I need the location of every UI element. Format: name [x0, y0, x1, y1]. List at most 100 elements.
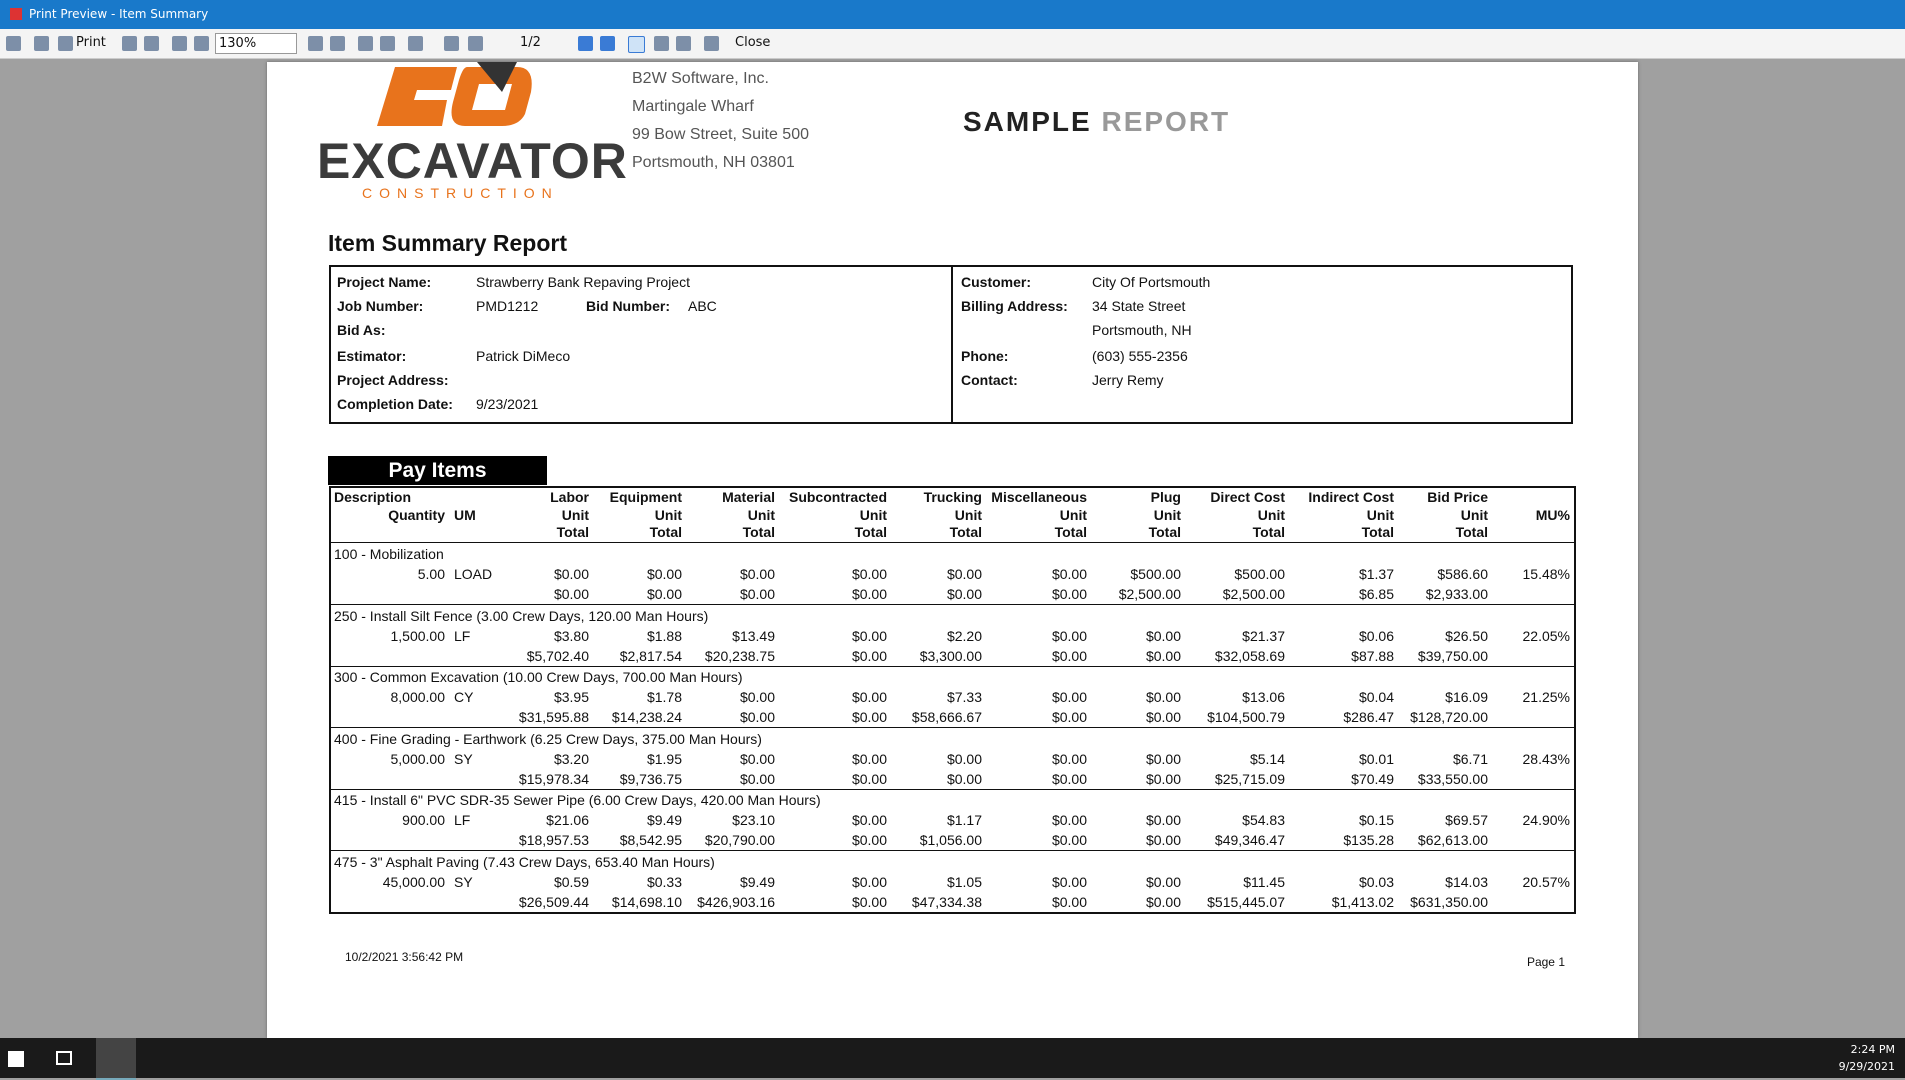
total-value: $104,500.79: [1207, 709, 1285, 725]
total-value: $18,957.53: [518, 832, 589, 848]
unit-value: $0.00: [1051, 750, 1087, 767]
col-subheader: Total: [854, 524, 887, 540]
total-value: $0.00: [851, 709, 887, 725]
unit-value: $0.00: [946, 750, 982, 767]
tool-icon[interactable]: [144, 36, 159, 51]
zoom-out[interactable]: [172, 36, 187, 51]
help-icon[interactable]: [704, 36, 719, 51]
total-value: $0.00: [946, 770, 982, 787]
info-label: Job Number:: [337, 298, 424, 314]
unit-value: $21.37: [1242, 627, 1285, 644]
total-value: $2,817.54: [619, 647, 682, 664]
unit-value: $11.45: [1243, 873, 1285, 890]
col-subheader: Unit: [747, 507, 775, 523]
unit-value: $6.71: [1452, 750, 1488, 767]
zoom-in[interactable]: [194, 36, 209, 51]
col-subheader: Unit: [1153, 507, 1181, 523]
zoom-select[interactable]: 130%: [215, 33, 297, 54]
col-subheader: Unit: [1257, 507, 1285, 523]
col-subheader: Unit: [1366, 507, 1394, 523]
table-box: [329, 486, 1576, 914]
tool-icon[interactable]: [676, 36, 691, 51]
item-um: CY: [454, 689, 474, 705]
unit-value: $0.03: [1358, 873, 1394, 890]
unit-value: $2.20: [946, 627, 982, 644]
total-value: $0.00: [1051, 770, 1087, 787]
unit-value: $1.95: [646, 750, 682, 767]
start-button[interactable]: [8, 1051, 24, 1067]
total-value: $0.00: [553, 586, 589, 602]
tool-icon[interactable]: [122, 36, 137, 51]
info-value: Patrick DiMeco: [476, 348, 571, 364]
total-value: $2,933.00: [1425, 586, 1488, 602]
print-button[interactable]: Print: [76, 35, 106, 50]
footer-timestamp: 10/2/2021 3:56:42 PM: [345, 950, 464, 964]
unit-value: $0.00: [739, 750, 775, 767]
unit-value: $0.00: [1051, 689, 1087, 705]
tool-icon[interactable]: [468, 36, 483, 51]
total-value: $0.00: [1145, 709, 1181, 725]
unit-value: $7.33: [946, 689, 982, 705]
total-value: $87.88: [1351, 647, 1394, 664]
print-icon[interactable]: [58, 36, 73, 51]
total-value: $0.00: [1051, 832, 1087, 848]
col-header: Direct Cost: [1210, 489, 1285, 505]
tool-icon[interactable]: [380, 36, 395, 51]
info-value: PMD1212: [476, 298, 539, 314]
tool-icon[interactable]: [358, 36, 373, 51]
total-value: $0.00: [1051, 709, 1087, 725]
col-subheader: Total: [649, 524, 682, 540]
company-line: Portsmouth, NH 03801: [632, 154, 795, 171]
unit-value: $1.88: [646, 627, 682, 644]
tool-icon[interactable]: [408, 36, 423, 51]
tool-icon[interactable]: [308, 36, 323, 51]
tool-icon[interactable]: [330, 36, 345, 51]
tool-icon[interactable]: [34, 36, 49, 51]
unit-value: $26.50: [1445, 627, 1488, 644]
info-label: Customer:: [961, 274, 1032, 290]
col-subheader: Total: [1054, 524, 1087, 540]
unit-value: $0.15: [1358, 812, 1394, 828]
total-value: $0.00: [1145, 893, 1181, 910]
info-value: Strawberry Bank Repaving Project: [476, 274, 690, 290]
col-header: Bid Price: [1427, 489, 1488, 505]
unit-value: $16.09: [1445, 689, 1488, 705]
row-rule: [331, 665, 1574, 667]
info-label: Project Name:: [337, 274, 432, 290]
unit-value: $13.06: [1242, 689, 1285, 705]
item-mu: 22.05%: [1522, 627, 1570, 644]
unit-value: $0.00: [1145, 689, 1181, 705]
unit-value: $23.10: [732, 812, 775, 828]
page-indicator: 1/2: [520, 35, 541, 50]
row-rule: [331, 727, 1574, 728]
col-subheader: Total: [1361, 524, 1394, 540]
hand-tool[interactable]: [628, 36, 645, 53]
nav-icon[interactable]: [600, 36, 615, 51]
total-value: $631,350.00: [1410, 893, 1488, 910]
app-button[interactable]: [96, 1038, 136, 1080]
info-label: Contact:: [961, 372, 1018, 388]
unit-value: $0.00: [1051, 566, 1087, 582]
tool-icon[interactable]: [6, 36, 21, 51]
unit-value: $21.06: [546, 812, 589, 828]
total-value: $47,334.38: [911, 893, 982, 910]
tool-icon[interactable]: [654, 36, 669, 51]
unit-value: $0.00: [1145, 627, 1181, 644]
unit-value: $0.00: [851, 689, 887, 705]
total-value: $0.00: [1145, 770, 1181, 787]
total-value: $49,346.47: [1214, 832, 1285, 848]
unit-value: $3.95: [553, 689, 589, 705]
unit-value: $500.00: [1234, 566, 1285, 582]
total-value: $58,666.67: [911, 709, 982, 725]
title-bar: Print Preview - Item Summary: [0, 0, 1905, 29]
unit-value: $0.00: [1051, 812, 1087, 828]
task-view[interactable]: [56, 1051, 72, 1065]
nav-icon[interactable]: [578, 36, 593, 51]
total-value: $32,058.69: [1214, 647, 1285, 664]
item-title: 400 - Fine Grading - Earthwork (6.25 Cre…: [334, 730, 762, 747]
close-button[interactable]: Close: [735, 35, 771, 50]
unit-value: $1.78: [646, 689, 682, 705]
tool-icon[interactable]: [444, 36, 459, 51]
col-subheader: Total: [1252, 524, 1285, 540]
total-value: $0.00: [1051, 586, 1087, 602]
